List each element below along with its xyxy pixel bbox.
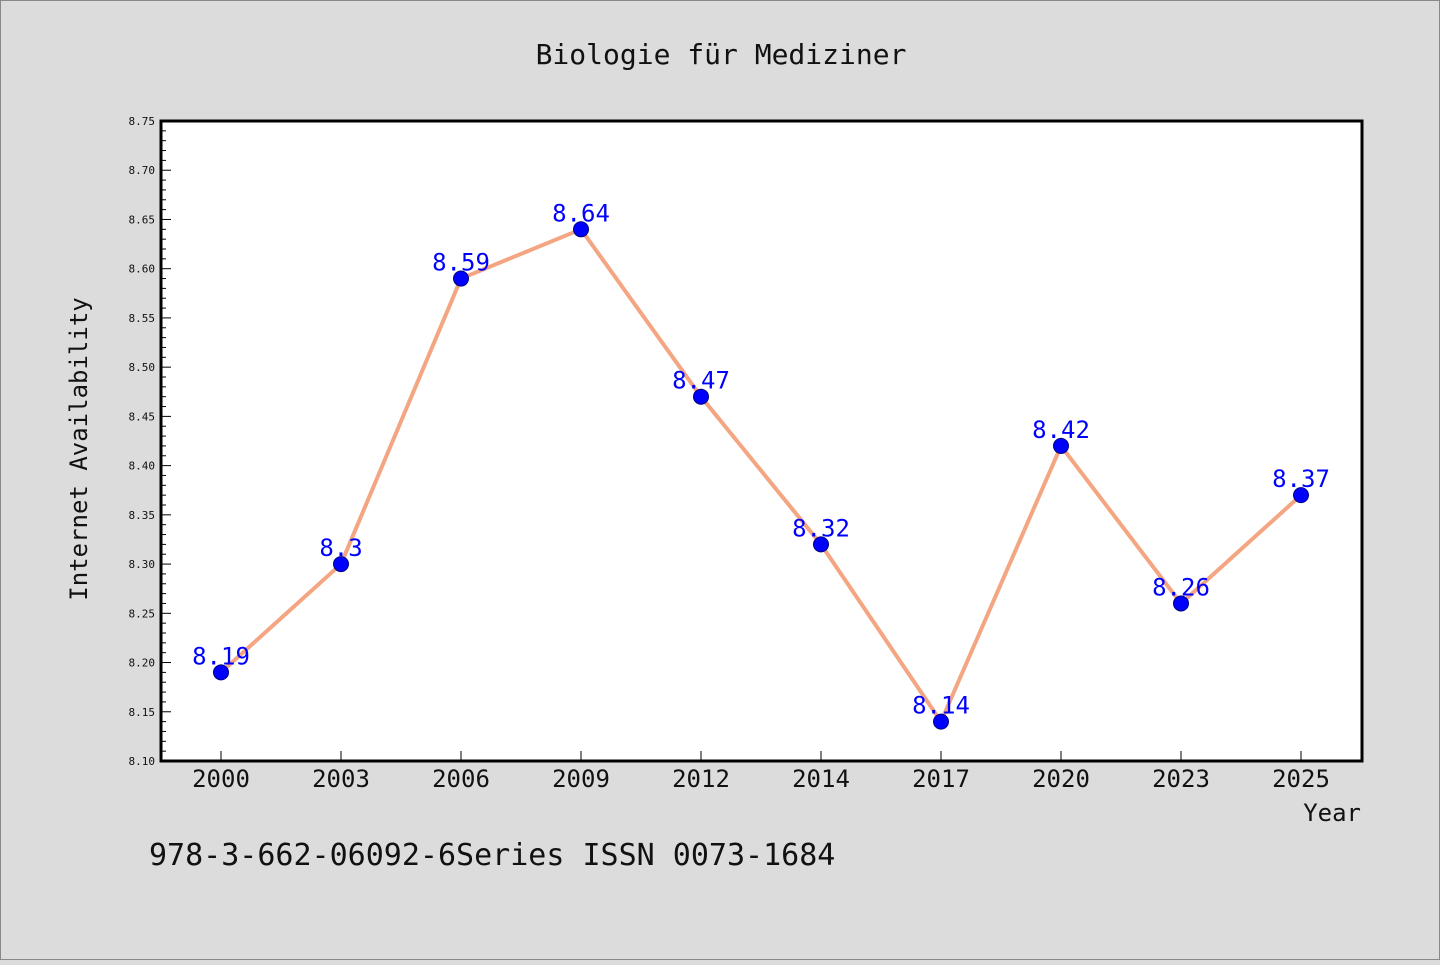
y-tick-label: 8.50 [129, 361, 156, 374]
x-tick-label: 2009 [552, 765, 610, 793]
y-tick-label: 8.20 [129, 657, 156, 670]
data-point [813, 536, 829, 553]
x-tick-label: 2014 [792, 765, 850, 793]
data-label: 8.59 [432, 249, 490, 277]
x-tick-label: 2003 [312, 765, 370, 793]
x-tick-label: 2017 [912, 765, 970, 793]
y-tick-label: 8.10 [129, 755, 156, 768]
x-tick-label: 2025 [1272, 765, 1330, 793]
x-axis: 2000 2003 2006 2009 2012 2014 2017 2020 2023 2025 [192, 751, 1330, 793]
data-label: 8.64 [552, 199, 610, 227]
data-point [333, 556, 349, 573]
x-tick-label: 2006 [432, 765, 490, 793]
x-tick-label: 2012 [672, 765, 730, 793]
y-tick-label: 8.40 [129, 460, 156, 473]
x-tick-label: 2000 [192, 765, 250, 793]
chart-title: Biologie für Mediziner [536, 38, 907, 71]
data-point [573, 221, 589, 238]
data-point [213, 664, 229, 681]
y-tick-label: 8.35 [129, 509, 156, 522]
y-tick-label: 8.45 [129, 410, 156, 423]
y-tick-label: 8.75 [129, 115, 156, 128]
data-label: 8.26 [1152, 573, 1210, 601]
data-label: 8.42 [1032, 416, 1090, 444]
data-point [693, 388, 709, 405]
series-line [219, 227, 1303, 724]
y-tick-label: 8.15 [129, 706, 156, 719]
x-tick-label: 2023 [1152, 765, 1210, 793]
data-point [933, 713, 949, 730]
footer-text: 978-3-662-06092-6Series ISSN 0073-1684 [149, 838, 835, 873]
x-tick-label: 2020 [1032, 765, 1090, 793]
y-tick-label: 8.65 [129, 213, 156, 226]
y-tick-label: 8.25 [129, 607, 156, 620]
y-tick-label: 8.70 [129, 164, 156, 177]
data-label: 8.37 [1272, 465, 1330, 493]
data-point [1053, 437, 1069, 454]
data-label: 8.14 [912, 692, 970, 720]
y-tick-label: 8.30 [129, 558, 156, 571]
data-point [1293, 487, 1309, 504]
y-axis: 8.10 8.15 8.20 8.25 8.30 8.35 8.40 8.45 8.50 8.55… [129, 115, 171, 768]
x-axis-label: Year [1303, 799, 1361, 827]
data-label: 8.19 [192, 642, 250, 670]
data-point [1173, 595, 1189, 612]
data-label: 8.32 [792, 514, 850, 542]
data-label: 8.3 [319, 534, 362, 562]
series-layer: 8.19 8.3 8.59 8.64 8.47 8.32 8.14 8.42 8.26 8.37 [192, 199, 1330, 730]
plot-area [159, 119, 1364, 763]
data-point [453, 270, 469, 287]
y-tick-label: 8.60 [129, 263, 156, 276]
data-label: 8.47 [672, 367, 730, 395]
y-tick-label: 8.55 [129, 312, 156, 325]
y-axis-label: Internet Availability [65, 297, 93, 600]
